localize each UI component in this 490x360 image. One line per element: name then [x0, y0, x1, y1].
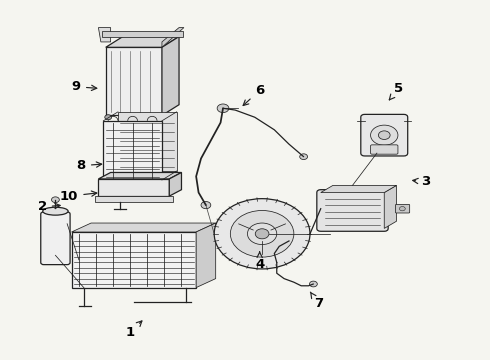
Circle shape	[230, 211, 294, 257]
FancyBboxPatch shape	[370, 145, 398, 154]
Polygon shape	[72, 223, 216, 232]
Text: 6: 6	[243, 84, 264, 105]
Polygon shape	[106, 47, 162, 116]
Polygon shape	[72, 232, 196, 288]
Circle shape	[255, 229, 269, 239]
FancyBboxPatch shape	[41, 212, 70, 265]
Circle shape	[105, 115, 112, 120]
Circle shape	[217, 104, 229, 113]
Polygon shape	[95, 196, 173, 202]
Polygon shape	[103, 121, 162, 180]
Polygon shape	[98, 28, 111, 42]
Circle shape	[370, 125, 398, 145]
Polygon shape	[196, 223, 216, 288]
Text: 5: 5	[389, 82, 403, 100]
Polygon shape	[321, 185, 396, 193]
Text: 9: 9	[72, 80, 97, 93]
Polygon shape	[106, 37, 179, 47]
Text: 4: 4	[255, 252, 264, 271]
Polygon shape	[384, 185, 396, 228]
FancyBboxPatch shape	[317, 190, 388, 231]
Circle shape	[399, 207, 405, 211]
Circle shape	[201, 202, 211, 209]
Ellipse shape	[43, 207, 68, 215]
FancyBboxPatch shape	[361, 114, 408, 156]
Circle shape	[51, 197, 59, 203]
Circle shape	[378, 131, 390, 139]
Text: 8: 8	[77, 159, 101, 172]
Text: 7: 7	[310, 292, 323, 310]
Circle shape	[310, 281, 318, 287]
Polygon shape	[118, 112, 176, 171]
Polygon shape	[169, 172, 181, 196]
Polygon shape	[98, 179, 169, 196]
Polygon shape	[162, 37, 179, 116]
Text: 2: 2	[38, 201, 60, 213]
Polygon shape	[162, 28, 184, 47]
FancyBboxPatch shape	[395, 204, 410, 213]
Text: 3: 3	[413, 175, 430, 188]
Text: 10: 10	[60, 190, 97, 203]
Polygon shape	[102, 31, 183, 37]
Polygon shape	[98, 172, 181, 179]
Circle shape	[247, 223, 277, 244]
Text: 1: 1	[125, 321, 142, 339]
Circle shape	[214, 199, 310, 269]
Circle shape	[300, 154, 308, 159]
